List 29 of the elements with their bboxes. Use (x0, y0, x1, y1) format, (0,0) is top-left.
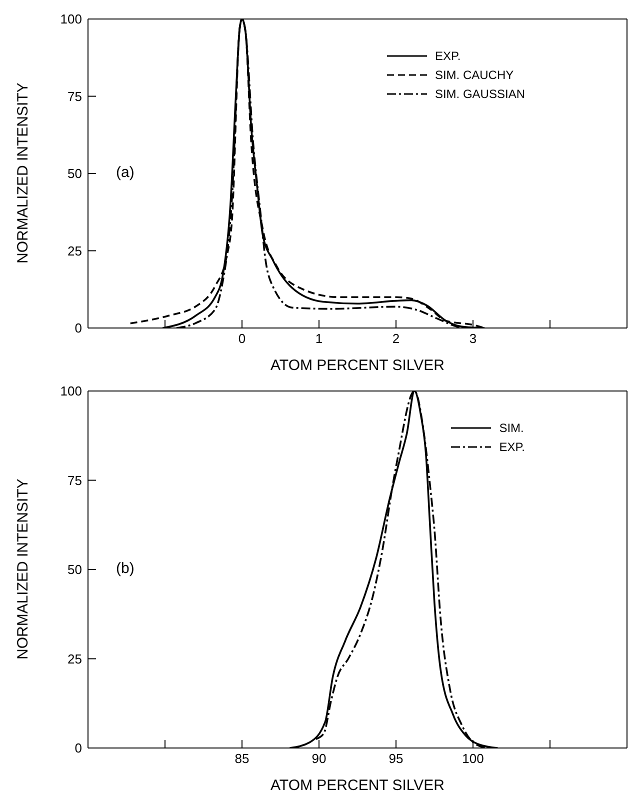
y-tick-label: 50 (68, 562, 82, 578)
x-axis-title: ATOM PERCENT SILVER (270, 357, 445, 374)
x-axis-title: ATOM PERCENT SILVER (270, 777, 445, 794)
y-tick-label: 0 (74, 740, 82, 756)
x-tick-label: 85 (234, 751, 250, 766)
legend-label: SIM. (499, 420, 524, 434)
y-tick-label: 50 (68, 166, 82, 182)
x-tick-label: 0 (238, 331, 246, 346)
x-tick-label: 3 (469, 331, 477, 346)
legend-label: SIM. GAUSSIAN (434, 86, 525, 100)
y-axis-title: NORMALIZED INTENSITY (14, 478, 32, 660)
annotation: (a) (116, 164, 134, 181)
x-tick-label: 90 (312, 751, 326, 766)
legend-label: EXP. (434, 48, 461, 62)
y-tick-label: 100 (60, 12, 82, 27)
y-tick-label: 25 (68, 651, 82, 666)
y-tick-label: 100 (60, 384, 82, 399)
legend-label: SIM. CAUCHY (434, 68, 514, 82)
y-tick-label: 0 (74, 320, 82, 336)
y-axis-title: NORMALIZED INTENSITY (14, 82, 32, 264)
legend-label: EXP. (499, 440, 525, 454)
x-tick-label: 95 (388, 751, 404, 766)
y-tick-label: 75 (68, 472, 82, 488)
x-tick-label: 100 (462, 751, 484, 766)
x-tick-label: 2 (392, 331, 400, 346)
annotation: (b) (116, 560, 134, 577)
y-tick-label: 25 (68, 243, 82, 258)
y-tick-label: 75 (68, 88, 82, 104)
x-tick-label: 1 (315, 331, 323, 346)
